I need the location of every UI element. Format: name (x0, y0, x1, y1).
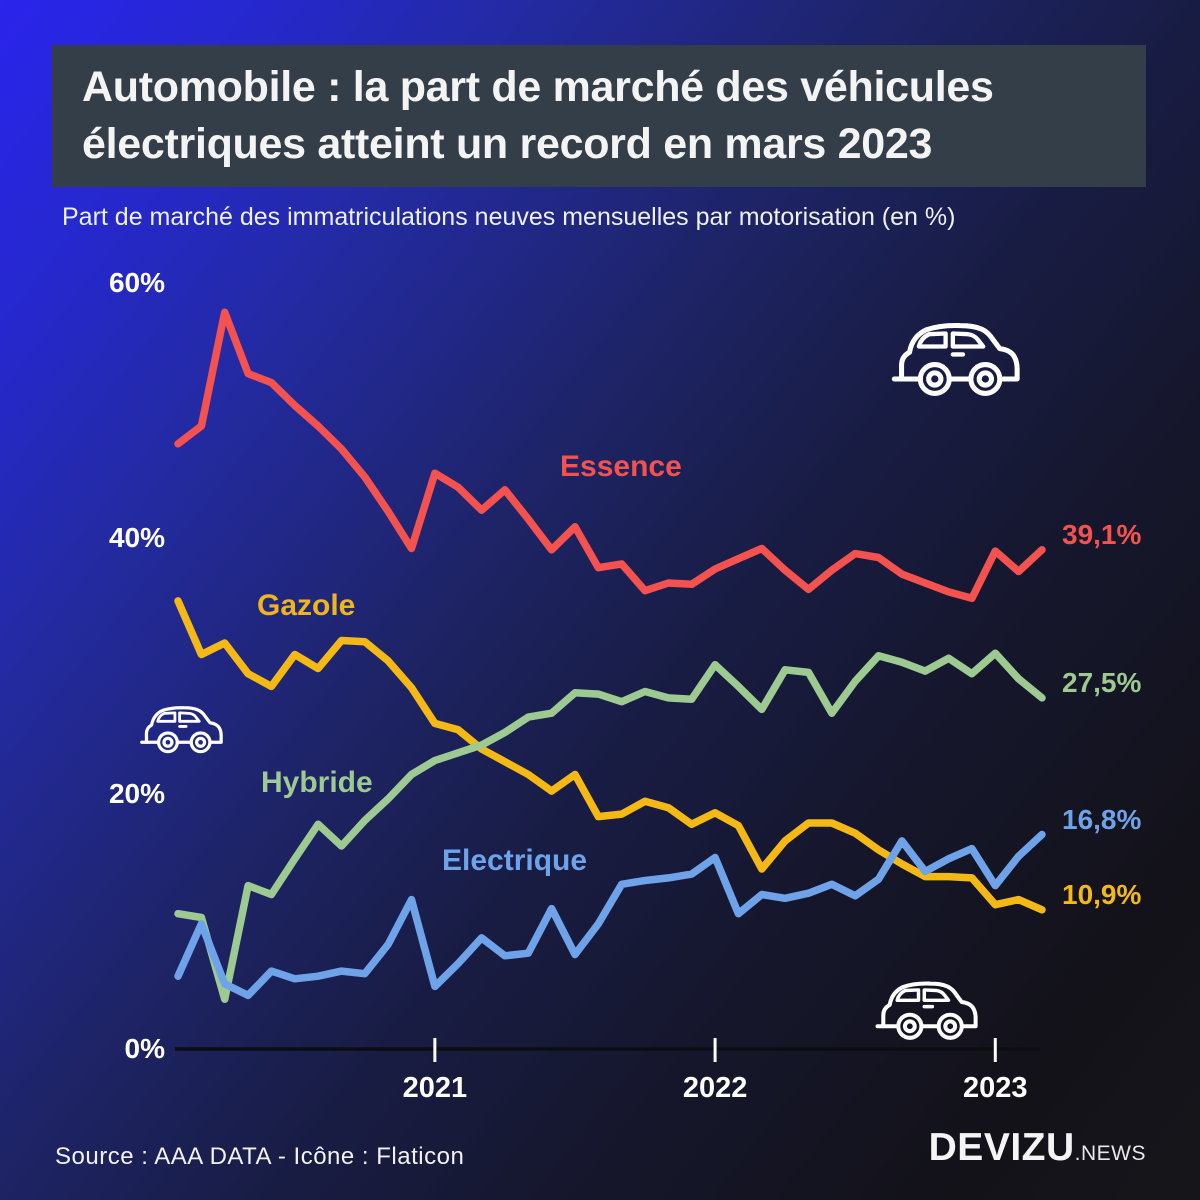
y-axis-label-60: 60% (108, 267, 165, 298)
series-label-gazole: Gazole (257, 589, 356, 622)
x-tick-label: 2023 (963, 1072, 1028, 1104)
page-title-line-1: Automobile : la part de marché des véhic… (82, 63, 994, 111)
car-icon (874, 968, 978, 1043)
value-label-electrique: 16,8% (1062, 803, 1142, 835)
value-label-hybride: 27,5% (1062, 666, 1142, 698)
series-label-hybride: Hybride (261, 766, 373, 799)
x-tick-label: 2021 (402, 1072, 468, 1104)
y-axis-label-40: 40% (108, 522, 165, 553)
car-icon (890, 306, 1020, 400)
series-label-essence: Essence (560, 450, 682, 483)
title-box: Automobile : la part de marché des véhic… (52, 45, 1146, 187)
logo-name: DEVIZU (928, 1126, 1075, 1169)
page-title-line-2: électriques atteint un record en mars 20… (82, 120, 933, 168)
value-label-essence: 39,1% (1062, 518, 1142, 550)
x-tick-label: 2022 (682, 1072, 748, 1104)
logo-suffix: .NEWS (1074, 1142, 1146, 1165)
y-axis-label-20: 20% (108, 778, 165, 809)
y-axis-label-0: 0% (124, 1033, 165, 1064)
devizu-logo: DEVIZU .NEWS (929, 1126, 1146, 1170)
series-label-electrique: Electrique (442, 844, 588, 877)
chart-subtitle: Part de marché des immatriculations neuv… (62, 203, 956, 231)
car-icon (140, 706, 223, 754)
source-text: Source : AAA DATA - Icône : Flaticon (55, 1143, 465, 1170)
value-label-gazole: 10,9% (1062, 878, 1142, 910)
